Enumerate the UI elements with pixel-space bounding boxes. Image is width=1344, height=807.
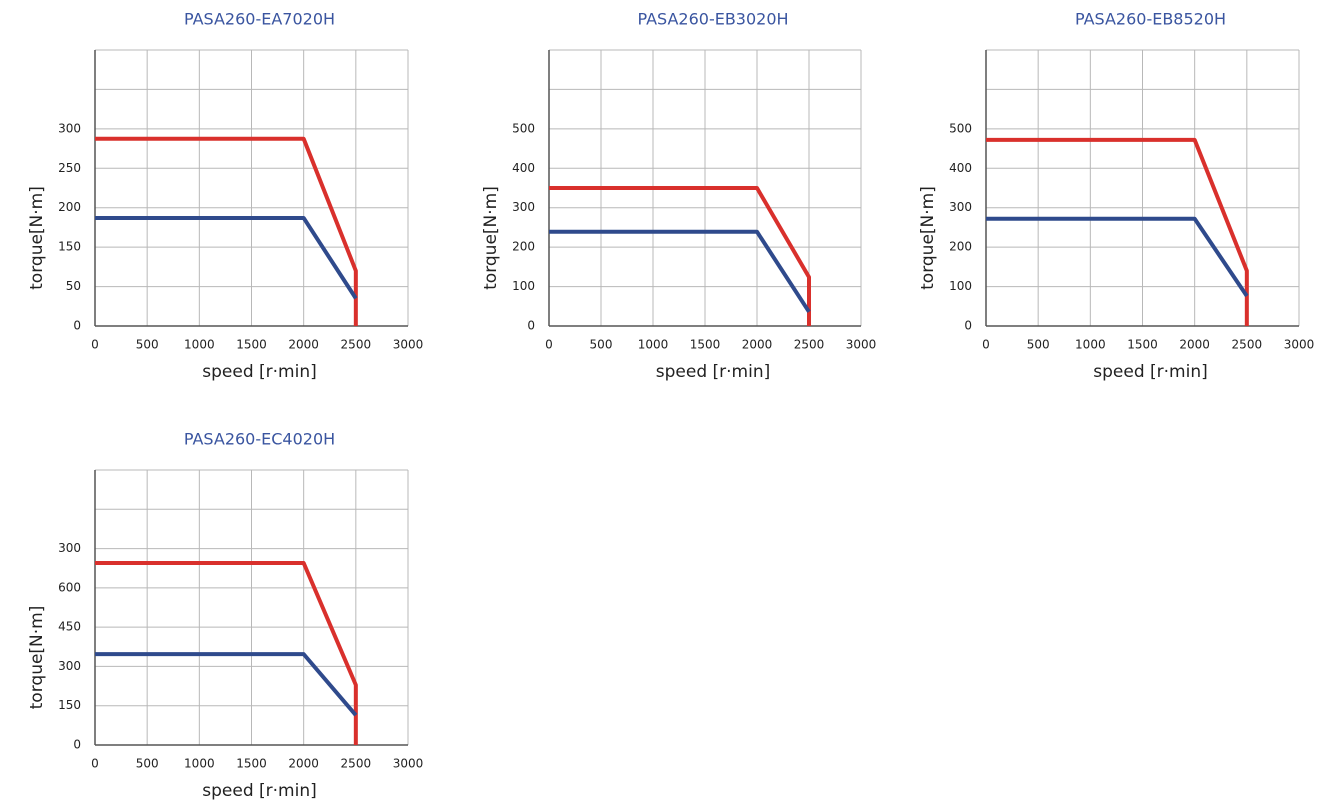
x-tick-label: 500 bbox=[136, 338, 159, 352]
y-tick-label: 0 bbox=[527, 319, 535, 333]
x-tick-label: 2000 bbox=[1179, 338, 1210, 352]
torque-line bbox=[95, 136, 358, 326]
x-tick-label: 1500 bbox=[236, 757, 267, 771]
y-tick-label: 500 bbox=[949, 121, 972, 135]
y-tick-label: 300 bbox=[949, 200, 972, 214]
chart-title: PASA260-EA7020H bbox=[184, 10, 335, 29]
y-axis-label: torque[N·m] bbox=[481, 186, 501, 290]
x-tick-label: 3000 bbox=[393, 757, 424, 771]
x-tick-label: 500 bbox=[590, 338, 613, 352]
x-tick-label: 2000 bbox=[288, 757, 319, 771]
x-tick-label: 1500 bbox=[236, 338, 267, 352]
x-tick-label: 500 bbox=[1027, 338, 1050, 352]
y-tick-label: 150 bbox=[58, 240, 81, 254]
x-tick-label: 2500 bbox=[1232, 338, 1263, 352]
y-tick-label: 200 bbox=[58, 200, 81, 214]
x-tick-label: 2000 bbox=[742, 338, 773, 352]
torque-line bbox=[95, 652, 358, 717]
x-tick-label: 0 bbox=[545, 338, 553, 352]
x-tick-label: 1500 bbox=[690, 338, 721, 352]
y-tick-label: 300 bbox=[58, 541, 81, 555]
x-tick-label: 0 bbox=[982, 338, 990, 352]
y-axis-label: torque[N·m] bbox=[918, 186, 938, 290]
x-axis-label: speed [r·min] bbox=[202, 781, 316, 801]
x-tick-label: 0 bbox=[91, 338, 99, 352]
y-tick-label: 600 bbox=[58, 580, 81, 594]
x-axis-label: speed [r·min] bbox=[656, 362, 770, 382]
y-tick-label: 300 bbox=[58, 659, 81, 673]
y-tick-label: 0 bbox=[73, 319, 81, 333]
x-tick-label: 2500 bbox=[794, 338, 825, 352]
x-tick-label: 1500 bbox=[1127, 338, 1158, 352]
y-tick-label: 0 bbox=[964, 319, 972, 333]
x-tick-label: 1000 bbox=[1075, 338, 1106, 352]
x-tick-label: 500 bbox=[136, 757, 159, 771]
y-axis-label: torque[N·m] bbox=[27, 186, 47, 290]
y-axis-label: torque[N·m] bbox=[27, 606, 47, 710]
y-tick-label: 100 bbox=[512, 279, 535, 293]
y-tick-label: 300 bbox=[58, 121, 81, 135]
x-tick-label: 0 bbox=[91, 757, 99, 771]
y-tick-label: 500 bbox=[512, 121, 535, 135]
x-tick-label: 3000 bbox=[846, 338, 877, 352]
x-tick-label: 3000 bbox=[1284, 338, 1315, 352]
y-tick-label: 200 bbox=[949, 240, 972, 254]
x-tick-label: 1000 bbox=[184, 338, 215, 352]
torque-line bbox=[549, 186, 811, 326]
x-tick-label: 1000 bbox=[184, 757, 215, 771]
chart-title: PASA260-EB8520H bbox=[1075, 10, 1226, 29]
y-tick-label: 250 bbox=[58, 161, 81, 175]
y-tick-label: 400 bbox=[949, 161, 972, 175]
y-tick-label: 150 bbox=[58, 698, 81, 712]
torque-line bbox=[986, 216, 1249, 298]
y-tick-label: 450 bbox=[58, 620, 81, 634]
y-tick-label: 100 bbox=[949, 279, 972, 293]
y-tick-label: 50 bbox=[66, 279, 81, 293]
x-tick-label: 2500 bbox=[341, 757, 372, 771]
x-axis-label: speed [r·min] bbox=[202, 362, 316, 382]
torque-line bbox=[549, 229, 811, 313]
y-tick-label: 0 bbox=[73, 738, 81, 752]
torque-line bbox=[986, 137, 1249, 326]
x-tick-label: 1000 bbox=[638, 338, 669, 352]
torque-line bbox=[95, 215, 358, 300]
x-axis-label: speed [r·min] bbox=[1093, 362, 1207, 382]
y-tick-label: 200 bbox=[512, 240, 535, 254]
x-tick-label: 2000 bbox=[288, 338, 319, 352]
chart-title: PASA260-EB3020H bbox=[637, 10, 788, 29]
x-tick-label: 2500 bbox=[341, 338, 372, 352]
x-tick-label: 3000 bbox=[393, 338, 424, 352]
y-tick-label: 400 bbox=[512, 161, 535, 175]
chart-title: PASA260-EC4020H bbox=[184, 430, 335, 449]
y-tick-label: 300 bbox=[512, 200, 535, 214]
